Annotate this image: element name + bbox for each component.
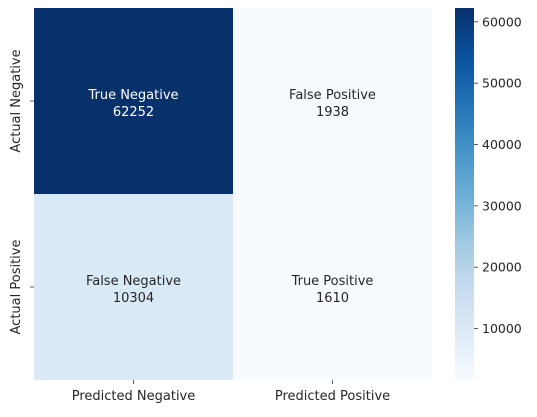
- heatmap-cells: [34, 8, 432, 380]
- colorbar-tick-label: 20000: [482, 260, 522, 275]
- cell-value-label: 1610: [316, 291, 349, 306]
- cell-value-label: 1938: [316, 105, 349, 120]
- heatmap-cell: [233, 194, 432, 380]
- y-tick-label: Actual Negative: [9, 49, 24, 152]
- colorbar-tick-label: 60000: [482, 14, 522, 29]
- cell-category-label: True Positive: [291, 274, 374, 289]
- colorbar-tick-label: 10000: [482, 321, 522, 336]
- colorbar-gradient: [455, 8, 474, 380]
- cell-category-label: False Positive: [289, 88, 376, 103]
- x-tick-label: Predicted Negative: [72, 389, 196, 404]
- heatmap-axes: Predicted Negative Predicted Positive Actu…: [9, 49, 390, 404]
- cell-value-label: 10304: [113, 291, 154, 306]
- y-tick-label: Actual Positive: [9, 240, 24, 335]
- cell-value-label: 62252: [113, 105, 154, 120]
- x-tick-label: Predicted Positive: [275, 389, 390, 404]
- cell-category-label: True Negative: [87, 88, 178, 103]
- heatmap-cell: [233, 8, 432, 194]
- colorbar-tick-label: 30000: [482, 198, 522, 213]
- heatmap-cell: [34, 194, 233, 380]
- cell-category-label: False Negative: [86, 274, 181, 289]
- heatmap-cell: [34, 8, 233, 194]
- colorbar-tick-label: 50000: [482, 76, 522, 91]
- heatmap-cell-annotations: True Negative 62252 False Positive 1938 Fals…: [86, 88, 376, 306]
- colorbar: 10000 20000 30000 40000 50000 60000: [455, 8, 522, 380]
- colorbar-tick-label: 40000: [482, 137, 522, 152]
